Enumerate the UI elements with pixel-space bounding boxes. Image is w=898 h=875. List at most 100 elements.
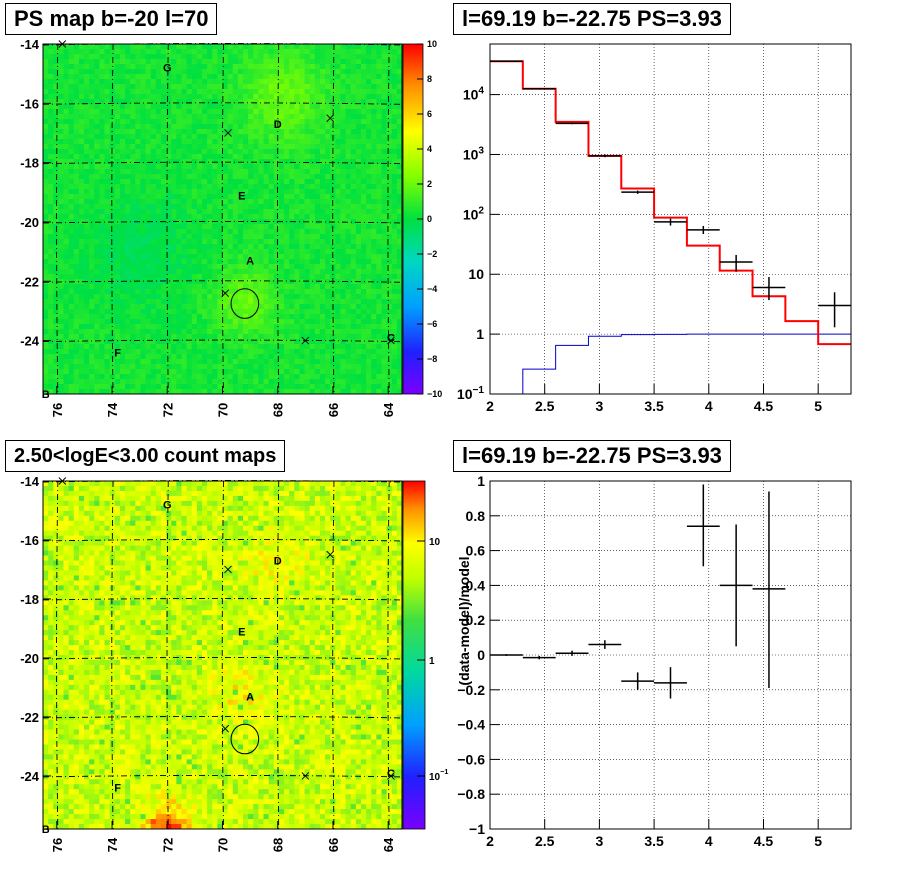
ps-map-panel: 76 74 72 70 68 66 64-14-16-18-20-22-24GDEAFCB1… (20, 37, 442, 417)
y-tick-label: -14 (20, 37, 40, 52)
data-point (588, 154, 622, 158)
residual-panel: 2 2.5 3 3.5 4 4.5 5 1 0.8 0.6 0.4 0.2 0 −0.2 −0.4 −0.6 −… (456, 473, 852, 849)
colorbar-label: 10 (427, 39, 437, 49)
source-label: B (42, 389, 50, 401)
graticule-meridian (332, 480, 335, 830)
colorbar-label: 0 (427, 214, 432, 224)
source-label: D (274, 556, 282, 568)
cross-stroke (326, 114, 335, 122)
source-cross (301, 772, 310, 780)
x-tick-label: 68 (271, 838, 286, 852)
source-cross (326, 550, 335, 559)
colorbar-label: 10 (429, 537, 441, 548)
cross-stroke (221, 724, 230, 733)
y-tick-label: -18 (20, 156, 39, 171)
count-map-title: 2.50<logE<3.00 count maps (5, 440, 286, 472)
y-tick-label: -24 (20, 769, 40, 784)
graticule-meridian (111, 43, 114, 395)
cross-stroke (301, 772, 310, 780)
residual-point (555, 650, 589, 656)
x-tick-label: 5 (814, 398, 822, 414)
residual-point (522, 655, 556, 660)
x-tick-label: 3.5 (644, 833, 664, 849)
residual-point (588, 640, 622, 649)
x-tick-label: 5 (814, 833, 822, 849)
x-tick-label: 68 (271, 403, 286, 417)
colorbar (402, 480, 426, 830)
graticule-meridian (387, 480, 390, 830)
source-circle (230, 723, 260, 755)
graticule-meridian (221, 480, 224, 830)
source-cross (58, 40, 67, 48)
x-tick-label: 2 (486, 398, 494, 414)
source-cross (301, 336, 310, 345)
map-pixels (43, 481, 403, 830)
colorbar-label: −4 (427, 284, 437, 294)
y-tick-label: −1 (469, 821, 485, 837)
source-cross (387, 336, 395, 345)
source-label: A (246, 691, 254, 703)
y-tick-label: 0.2 (466, 612, 486, 628)
y-tick-label: -16 (20, 533, 39, 548)
y-tick-label: 1 (476, 326, 484, 342)
graticule-meridian (277, 43, 280, 395)
x-tick-label: 2 (486, 833, 494, 849)
x-tick-label: 2.5 (535, 833, 555, 849)
cross-stroke (58, 477, 67, 485)
x-tick-label: 4.5 (754, 398, 774, 414)
cross-stroke (224, 129, 232, 137)
source-label: G (163, 500, 172, 512)
y-tick-label: -24 (20, 334, 40, 349)
y-tick-label: 0.6 (466, 543, 486, 559)
source-cross (387, 772, 395, 780)
data-point (654, 218, 687, 226)
source-label: F (114, 783, 121, 795)
source-cross (58, 477, 67, 485)
y-tick-label: −0.2 (457, 682, 485, 698)
residual-point (719, 524, 753, 647)
x-tick-label: 66 (326, 403, 341, 417)
residual-point (621, 672, 655, 690)
x-tick-label: 2.5 (535, 398, 555, 414)
graticule-meridian (277, 480, 280, 830)
source-cross (224, 565, 232, 574)
map-pixels (43, 44, 403, 395)
source-label: E (238, 626, 245, 638)
y-tick-label: -18 (20, 592, 39, 607)
y-tick-label: 0.4 (466, 577, 486, 593)
y-tick-label: 10 (468, 266, 484, 282)
source-cross (224, 129, 232, 137)
y-tick-label: −0.6 (457, 751, 485, 767)
graticule-meridian (387, 43, 390, 395)
y-tick-label: −0.4 (457, 717, 485, 733)
cross-stroke (326, 550, 335, 559)
x-tick-label: 76 (50, 838, 65, 852)
colorbar-label: 10−1 (429, 767, 448, 783)
source-cross (221, 289, 230, 297)
source-model-line (522, 333, 851, 394)
residual-title: l=69.19 b=-22.75 PS=3.93 (453, 440, 731, 472)
graticule (42, 480, 403, 830)
y-axis-label: (data-model)/model (456, 556, 472, 685)
colorbar-label: 1 (429, 656, 435, 667)
residual-point (654, 667, 687, 699)
source-label: C (387, 768, 395, 780)
graticule-meridian (166, 43, 169, 395)
residual-point (752, 491, 786, 689)
source-cross (221, 724, 230, 733)
data-point (555, 122, 589, 125)
cross-stroke (224, 565, 232, 574)
x-tick-label: 3 (595, 398, 603, 414)
graticule (42, 43, 403, 395)
y-tick-label: -20 (20, 215, 39, 230)
data-point (621, 190, 655, 194)
cross-stroke (221, 289, 230, 297)
source-label: E (238, 190, 245, 202)
y-tick-label: 10−1 (457, 385, 484, 402)
y-tick-label: 102 (463, 205, 485, 222)
source-label: A (246, 256, 254, 268)
cross-stroke (301, 336, 310, 345)
total-model-line (490, 60, 851, 346)
y-tick-label: 103 (463, 145, 485, 162)
